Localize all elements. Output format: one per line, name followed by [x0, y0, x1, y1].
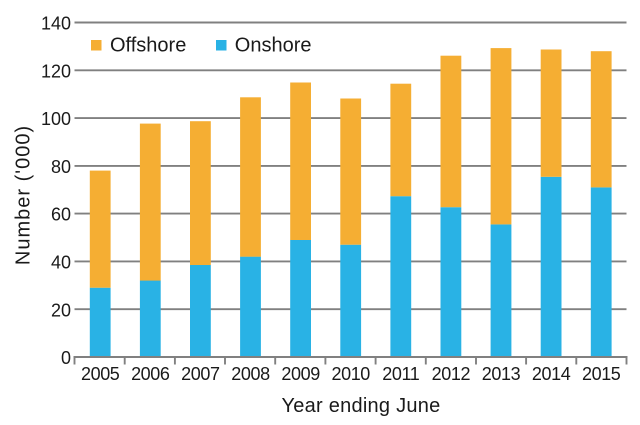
svg-text:2008: 2008 [231, 364, 270, 384]
svg-text:Year ending June: Year ending June [282, 395, 441, 417]
svg-text:2011: 2011 [382, 364, 419, 384]
svg-text:2013: 2013 [482, 364, 521, 384]
svg-text:140: 140 [41, 14, 71, 34]
svg-text:Number ('000): Number ('000) [13, 125, 35, 265]
svg-text:120: 120 [41, 61, 71, 81]
svg-text:0: 0 [61, 348, 71, 368]
svg-text:2005: 2005 [81, 364, 120, 384]
svg-text:2007: 2007 [181, 364, 220, 384]
svg-text:Onshore: Onshore [235, 35, 312, 57]
svg-text:60: 60 [51, 205, 71, 225]
svg-text:2010: 2010 [331, 364, 370, 384]
svg-text:2006: 2006 [131, 364, 170, 384]
svg-text:2014: 2014 [532, 364, 571, 384]
svg-text:2009: 2009 [281, 364, 320, 384]
svg-text:2012: 2012 [432, 364, 471, 384]
svg-text:100: 100 [41, 109, 71, 129]
svg-text:80: 80 [51, 157, 71, 177]
svg-text:Offshore: Offshore [110, 35, 186, 57]
svg-text:2015: 2015 [582, 364, 621, 384]
svg-text:40: 40 [51, 253, 71, 273]
svg-text:20: 20 [51, 300, 71, 320]
